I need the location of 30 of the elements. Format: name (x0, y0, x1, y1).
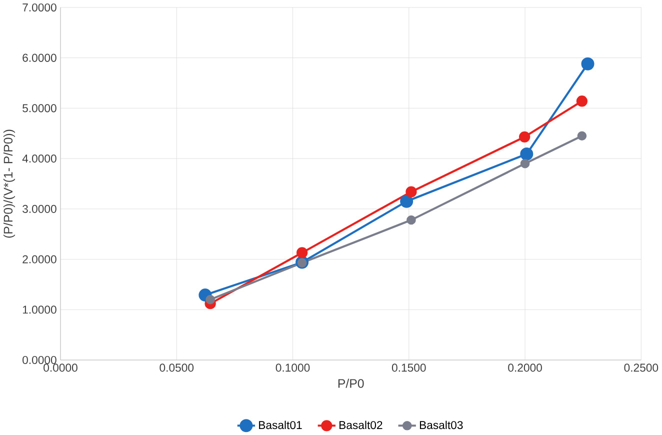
point (581, 58, 594, 71)
point (400, 195, 414, 208)
x-axis-title: P/P0 (338, 378, 364, 388)
point (406, 216, 416, 225)
point (296, 247, 308, 258)
x-tick-label: 0.1500 (392, 364, 426, 372)
y-tick-label: 6.0000 (22, 54, 56, 62)
legend-label: Basalt02 (340, 420, 382, 430)
y-tick-label: 0.0000 (22, 356, 56, 364)
point (520, 159, 530, 168)
legend-label: Basalt03 (420, 420, 463, 430)
legend-label: Basalt01 (259, 420, 302, 430)
point (518, 131, 530, 143)
x-tick-label: 0.0500 (160, 364, 194, 372)
y-axis-title: (P/P0)/(V*(1- P/P0)) (3, 130, 15, 238)
point (406, 186, 417, 198)
y-tick-label: 3.0000 (22, 205, 56, 214)
point (577, 131, 587, 141)
x-tick-label: 0.2000 (508, 364, 542, 372)
y-tick-label: 2.0000 (22, 255, 56, 264)
point (576, 96, 588, 107)
point (206, 295, 215, 304)
point (520, 148, 534, 161)
x-tick-label: 0.2500 (624, 364, 658, 372)
x-tick-label: 0.0000 (44, 364, 78, 372)
y-tick-label: 4.0000 (22, 154, 56, 163)
x-tick-label: 0.1000 (276, 364, 310, 372)
y-tick-label: 5.0000 (22, 104, 56, 112)
y-tick-label: 1.0000 (22, 306, 56, 314)
y-tick-label: 7.0000 (22, 4, 56, 12)
